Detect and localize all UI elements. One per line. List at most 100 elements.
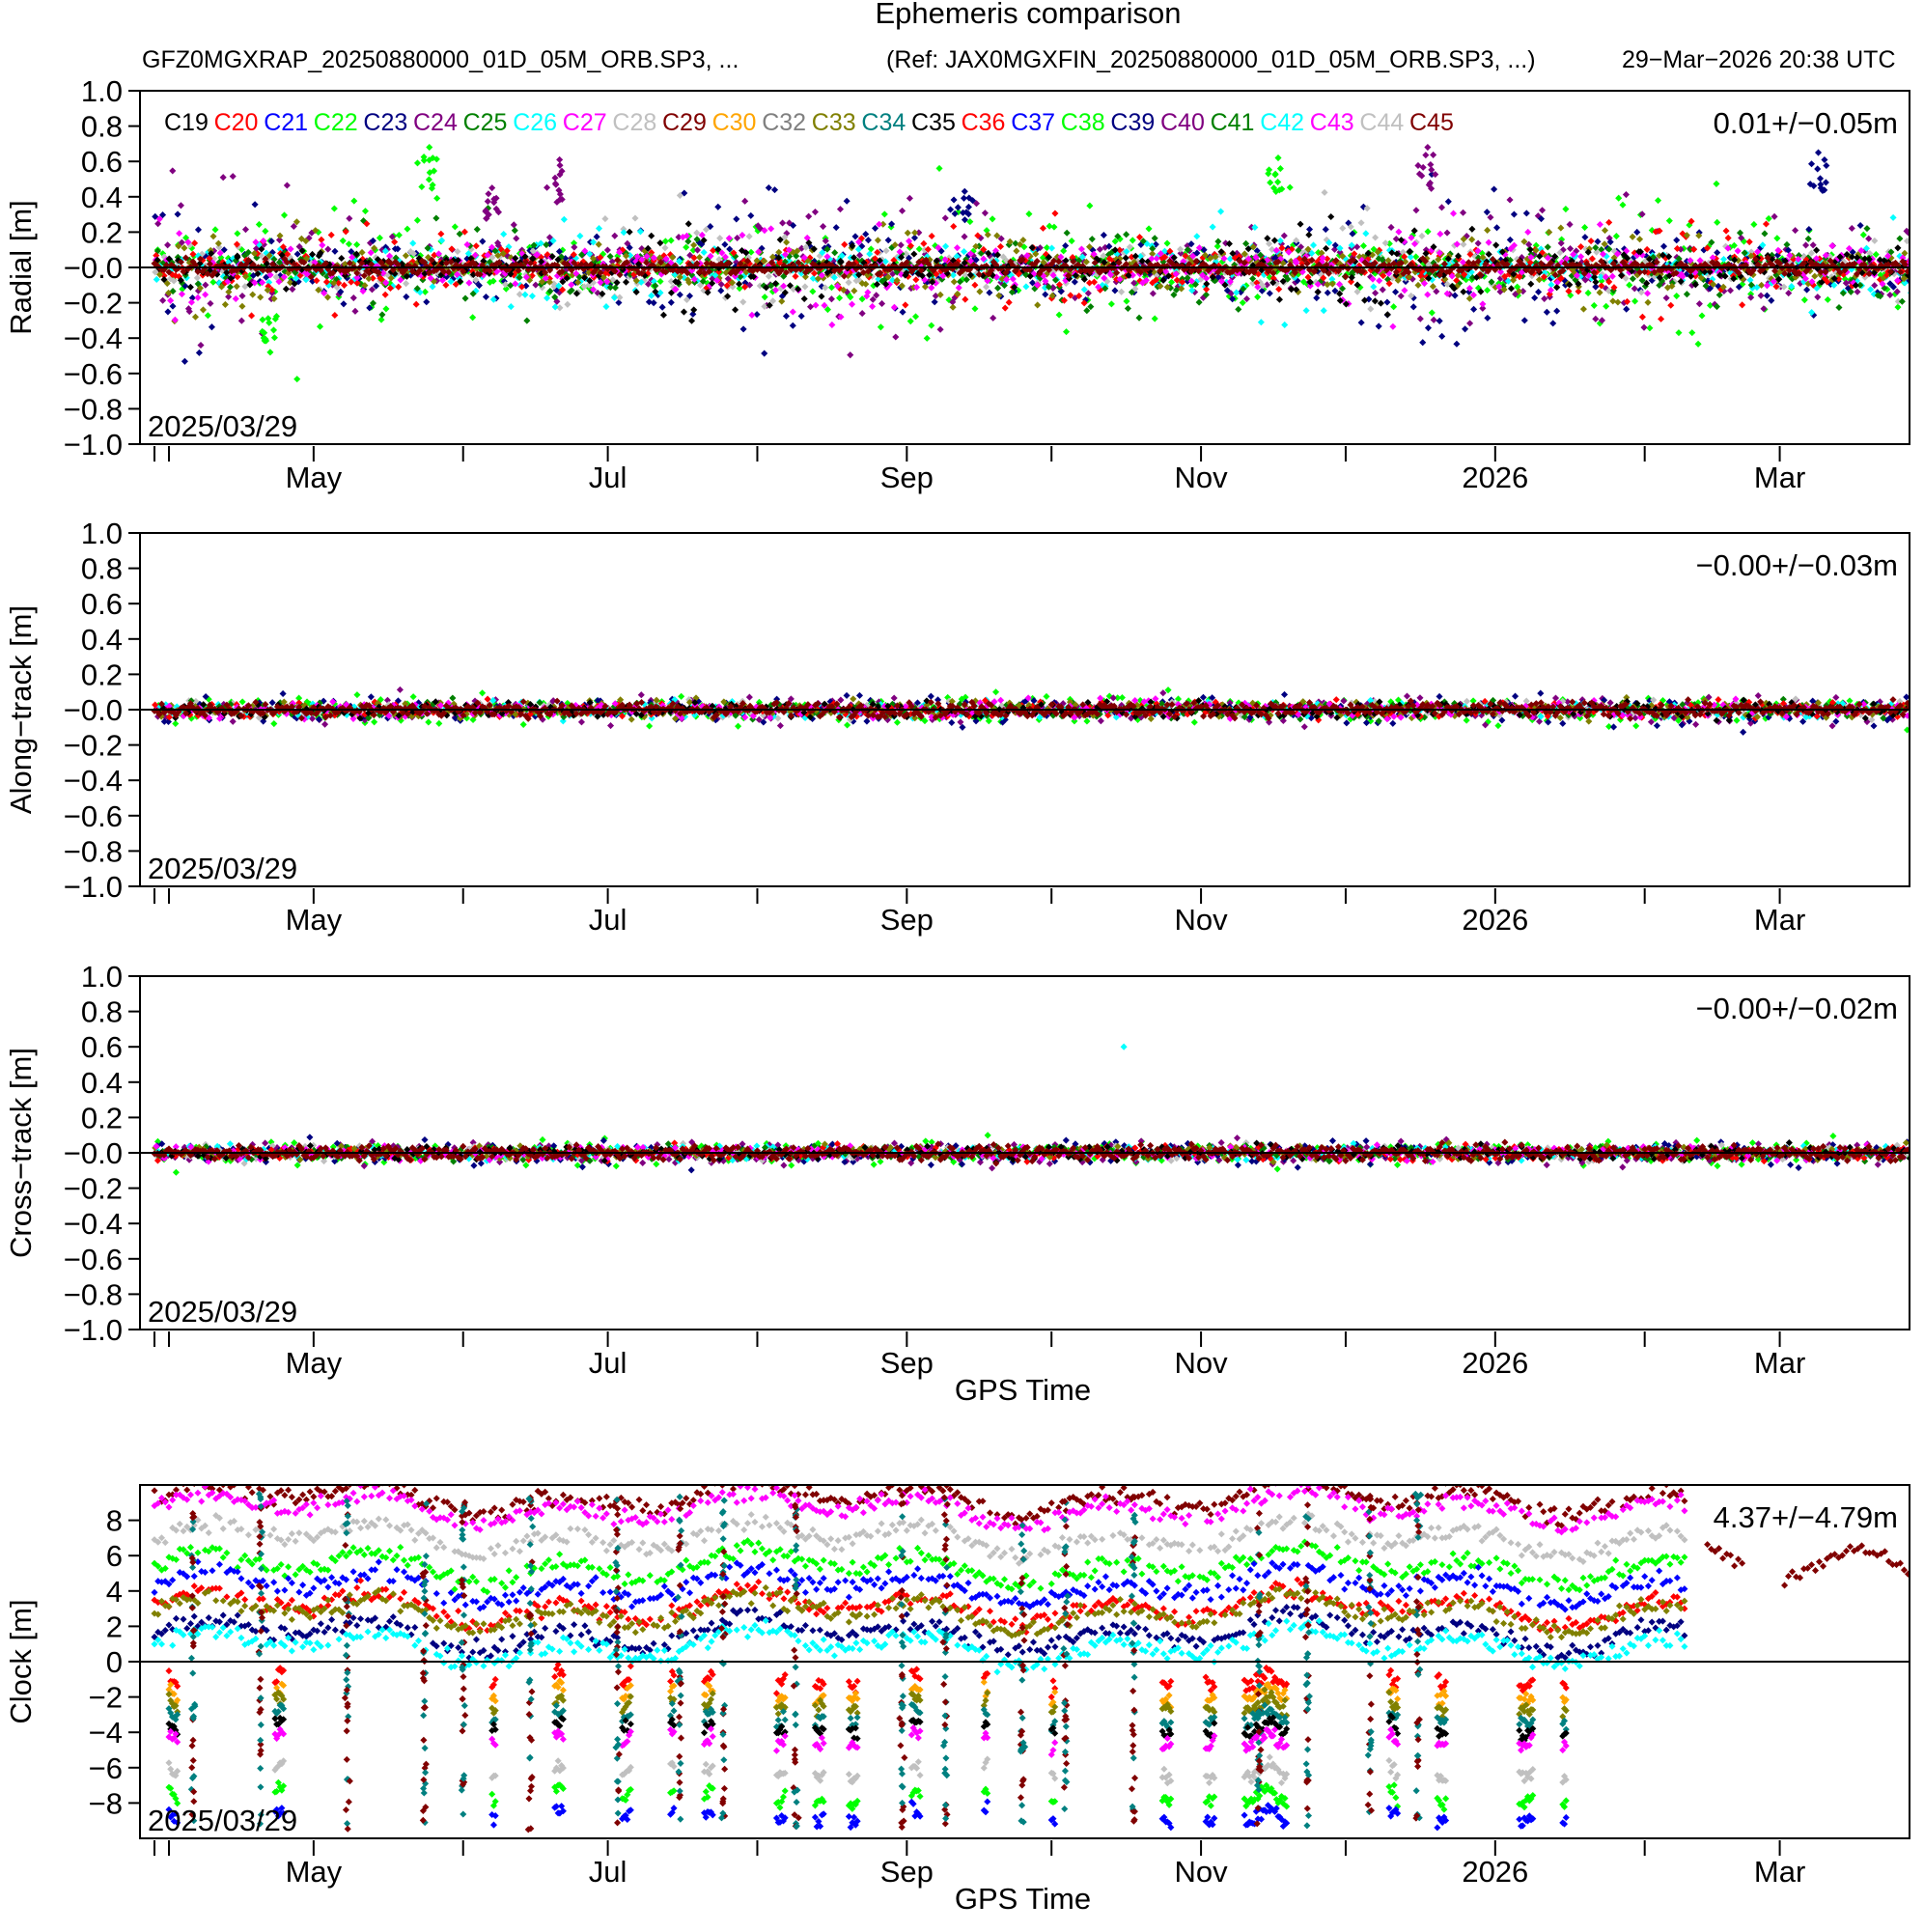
residual-point xyxy=(169,302,177,310)
residual-point xyxy=(822,284,829,292)
residual-point xyxy=(648,292,655,299)
residual-point xyxy=(1209,223,1216,231)
residual-point xyxy=(1757,292,1765,299)
residual-point xyxy=(513,235,520,242)
residual-point xyxy=(866,250,874,258)
x-tick-label: Mar xyxy=(1754,461,1805,494)
residual-point xyxy=(1362,230,1370,238)
residual-point xyxy=(1418,232,1426,239)
residual-point xyxy=(869,302,877,310)
residual-point xyxy=(822,238,829,245)
residual-point xyxy=(413,216,421,224)
residual-point xyxy=(675,234,683,241)
spike-point xyxy=(270,334,278,342)
spike-point xyxy=(266,349,274,356)
residual-point xyxy=(1460,209,1467,216)
residual-point xyxy=(1535,288,1543,295)
residual-point xyxy=(928,322,935,329)
residual-point xyxy=(801,283,809,291)
residual-point xyxy=(1771,212,1778,220)
residual-point xyxy=(442,281,450,289)
residual-point xyxy=(1601,227,1609,235)
residual-point xyxy=(1305,225,1314,234)
residual-point xyxy=(1302,307,1310,315)
residual-point xyxy=(645,298,653,306)
residual-point xyxy=(1257,319,1265,326)
residual-point xyxy=(159,296,167,304)
residual-point xyxy=(1416,315,1424,322)
residual-point xyxy=(1460,288,1467,295)
x-tick-label: May xyxy=(286,461,343,494)
residual-point xyxy=(1468,225,1476,233)
residual-point xyxy=(1051,210,1059,217)
residual-point xyxy=(1493,224,1501,232)
residual-point xyxy=(1553,307,1561,315)
residual-point xyxy=(1370,283,1378,291)
residual-point xyxy=(1327,212,1335,221)
chart-title: Ephemeris comparison xyxy=(875,0,1182,30)
residual-point xyxy=(211,226,219,234)
residual-point xyxy=(1644,298,1652,306)
residual-point xyxy=(1720,255,1728,264)
residual-point xyxy=(1372,234,1380,241)
residual-point xyxy=(739,298,747,306)
spike-point xyxy=(1274,154,1282,162)
residual-point xyxy=(1543,308,1550,316)
residual-point xyxy=(1773,235,1781,242)
residual-point xyxy=(936,325,944,333)
residual-point xyxy=(202,281,209,289)
residual-point xyxy=(1001,304,1009,312)
scatter-points-along-track xyxy=(151,686,1910,736)
residual-point xyxy=(1783,240,1791,248)
spike-point xyxy=(1427,160,1435,169)
residual-point xyxy=(1871,237,1879,244)
residual-point xyxy=(338,254,346,263)
residual-point xyxy=(1406,247,1413,255)
y-tick-label: −0.0 xyxy=(64,251,123,285)
residual-point xyxy=(797,312,805,320)
residual-point xyxy=(1280,232,1288,239)
residual-point xyxy=(339,237,347,244)
residual-point xyxy=(1814,294,1822,301)
residual-point xyxy=(836,206,845,213)
residual-point xyxy=(884,237,892,244)
residual-point xyxy=(500,230,508,238)
residual-point xyxy=(1392,288,1400,295)
residual-point xyxy=(1683,291,1690,298)
residual-point xyxy=(1694,340,1702,348)
residual-point xyxy=(437,230,445,238)
residual-point xyxy=(1859,231,1867,238)
residual-point xyxy=(1123,297,1130,305)
residual-point xyxy=(717,280,725,289)
residual-point xyxy=(350,197,358,205)
residual-point xyxy=(564,300,572,308)
residual-point xyxy=(381,243,390,251)
residual-point xyxy=(1615,194,1623,202)
residual-point xyxy=(595,225,603,233)
residual-point xyxy=(1541,294,1548,302)
residual-point xyxy=(472,242,480,250)
x-tick-label: Sep xyxy=(880,461,934,494)
residual-point xyxy=(1828,242,1836,250)
residual-point xyxy=(1107,300,1115,308)
residual-point xyxy=(1034,301,1042,309)
residual-point xyxy=(721,240,729,248)
residual-point xyxy=(911,313,920,321)
residual-point xyxy=(736,285,743,293)
residual-point xyxy=(1177,245,1185,253)
residual-point xyxy=(850,287,858,294)
residual-point xyxy=(789,322,796,329)
spike-point xyxy=(1430,151,1437,158)
residual-point xyxy=(1722,227,1730,235)
residual-point xyxy=(849,300,856,308)
residual-point xyxy=(1590,301,1598,309)
residual-point xyxy=(1321,188,1328,196)
y-tick-label: 0.2 xyxy=(81,215,123,249)
residual-point xyxy=(1485,238,1492,246)
residual-point xyxy=(1100,231,1107,239)
residual-point xyxy=(1507,285,1516,293)
spike-point xyxy=(1432,171,1439,179)
residual-point xyxy=(209,233,217,240)
residual-point xyxy=(238,302,246,310)
spike-point xyxy=(259,316,266,323)
